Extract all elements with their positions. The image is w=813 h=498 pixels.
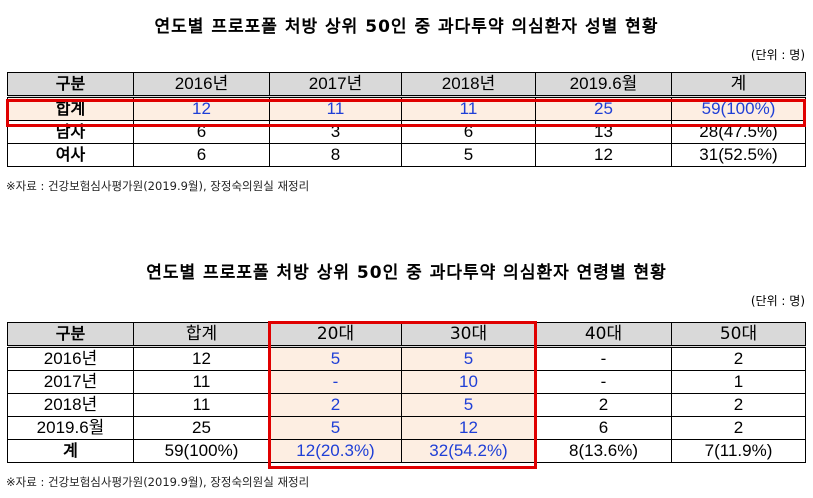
table-cell: 12 bbox=[133, 346, 270, 371]
table-cell: 2 bbox=[671, 346, 806, 371]
header-cell: 20대 bbox=[269, 322, 402, 348]
age-row-2017: 2017년 11 - 10 - 1 bbox=[7, 370, 806, 394]
table-cell: 7(11.9%) bbox=[671, 439, 806, 463]
table-cell: 8 bbox=[269, 143, 402, 167]
header-cell: 합계 bbox=[133, 322, 270, 348]
age-header-row: 구분 합계 20대 30대 40대 50대 bbox=[7, 322, 806, 348]
table-cell: 2 bbox=[671, 416, 806, 440]
table-cell: 2 bbox=[269, 393, 402, 417]
table-cell: 12(20.3%) bbox=[269, 439, 402, 463]
table-cell: 2 bbox=[535, 393, 672, 417]
table-cell: 2 bbox=[671, 393, 806, 417]
age-unit-note: (단위 : 명) bbox=[750, 294, 805, 308]
gender-female-row: 여사 6 8 5 12 31(52.5%) bbox=[7, 143, 806, 167]
table-cell: 6 bbox=[133, 120, 270, 144]
row-label: 2018년 bbox=[7, 393, 134, 417]
table-cell: 59(100%) bbox=[133, 439, 270, 463]
table-cell: 10 bbox=[401, 370, 536, 394]
table-cell: 5 bbox=[269, 416, 402, 440]
table-cell: 25 bbox=[133, 416, 270, 440]
row-label: 2017년 bbox=[7, 370, 134, 394]
table-cell: 5 bbox=[401, 143, 536, 167]
table-cell: 5 bbox=[401, 393, 536, 417]
gender-source-note: ※자료 : 건강보험심사평가원(2019.9월), 장정숙의원실 재정리 bbox=[6, 179, 310, 193]
age-row-2016: 2016년 12 5 5 - 2 bbox=[7, 346, 806, 371]
table-cell: 3 bbox=[269, 120, 402, 144]
table-cell: - bbox=[535, 370, 672, 394]
table-cell: 5 bbox=[269, 346, 402, 371]
table-cell: - bbox=[269, 370, 402, 394]
gender-male-row: 남자 6 3 6 13 28(47.5%) bbox=[7, 120, 806, 144]
age-total-row: 계 59(100%) 12(20.3%) 32(54.2%) 8(13.6%) … bbox=[7, 439, 806, 463]
table-cell: 12 bbox=[401, 416, 536, 440]
header-cell: 2018년 bbox=[401, 72, 536, 98]
gender-table-title: 연도별 프로포폴 처방 상위 50인 중 과다투약 의심환자 성별 현황 bbox=[154, 17, 659, 37]
table-cell: 12 bbox=[133, 96, 270, 121]
header-cell: 2016년 bbox=[133, 72, 270, 98]
row-label: 합계 bbox=[7, 96, 134, 121]
table-cell: 59(100%) bbox=[671, 96, 806, 121]
gender-header-row: 구분 2016년 2017년 2018년 2019.6월 계 bbox=[7, 72, 806, 98]
table-cell: 13 bbox=[535, 120, 672, 144]
table-cell: 6 bbox=[133, 143, 270, 167]
table-cell: 31(52.5%) bbox=[671, 143, 806, 167]
gender-unit-note: (단위 : 명) bbox=[750, 48, 805, 62]
table-cell: 11 bbox=[133, 370, 270, 394]
header-cell: 구분 bbox=[7, 72, 134, 98]
row-label: 2019.6월 bbox=[7, 416, 134, 440]
row-label: 2016년 bbox=[7, 346, 134, 371]
age-row-2018: 2018년 11 2 5 2 2 bbox=[7, 393, 806, 417]
table-cell: 12 bbox=[535, 143, 672, 167]
table-cell: 1 bbox=[671, 370, 806, 394]
table-cell: 25 bbox=[535, 96, 672, 121]
row-label: 남자 bbox=[7, 120, 134, 144]
gender-table: 구분 2016년 2017년 2018년 2019.6월 계 합계 12 11 … bbox=[7, 72, 806, 167]
header-cell: 2019.6월 bbox=[535, 72, 672, 98]
header-cell: 구분 bbox=[7, 322, 134, 348]
gender-total-row: 합계 12 11 11 25 59(100%) bbox=[7, 96, 806, 121]
table-cell: 5 bbox=[401, 346, 536, 371]
header-cell: 40대 bbox=[535, 322, 672, 348]
header-cell: 2017년 bbox=[269, 72, 402, 98]
table-cell: 8(13.6%) bbox=[535, 439, 672, 463]
row-label: 여사 bbox=[7, 143, 134, 167]
header-cell: 50대 bbox=[671, 322, 806, 348]
row-label: 계 bbox=[7, 439, 134, 463]
table-cell: 6 bbox=[401, 120, 536, 144]
table-cell: 6 bbox=[535, 416, 672, 440]
table-cell: 11 bbox=[401, 96, 536, 121]
table-cell: 11 bbox=[269, 96, 402, 121]
table-cell: - bbox=[535, 346, 672, 371]
age-row-2019-6: 2019.6월 25 5 12 6 2 bbox=[7, 416, 806, 440]
age-table: 구분 합계 20대 30대 40대 50대 2016년 12 5 5 - 2 2… bbox=[7, 322, 806, 463]
table-cell: 11 bbox=[133, 393, 270, 417]
header-cell: 30대 bbox=[401, 322, 536, 348]
age-table-title: 연도별 프로포폴 처방 상위 50인 중 과다투약 의심환자 연령별 현황 bbox=[146, 263, 667, 283]
age-source-note: ※자료 : 건강보험심사평가원(2019.9월), 장정숙의원실 재정리 bbox=[6, 475, 310, 489]
table-cell: 32(54.2%) bbox=[401, 439, 536, 463]
table-cell: 28(47.5%) bbox=[671, 120, 806, 144]
header-cell: 계 bbox=[671, 72, 806, 98]
